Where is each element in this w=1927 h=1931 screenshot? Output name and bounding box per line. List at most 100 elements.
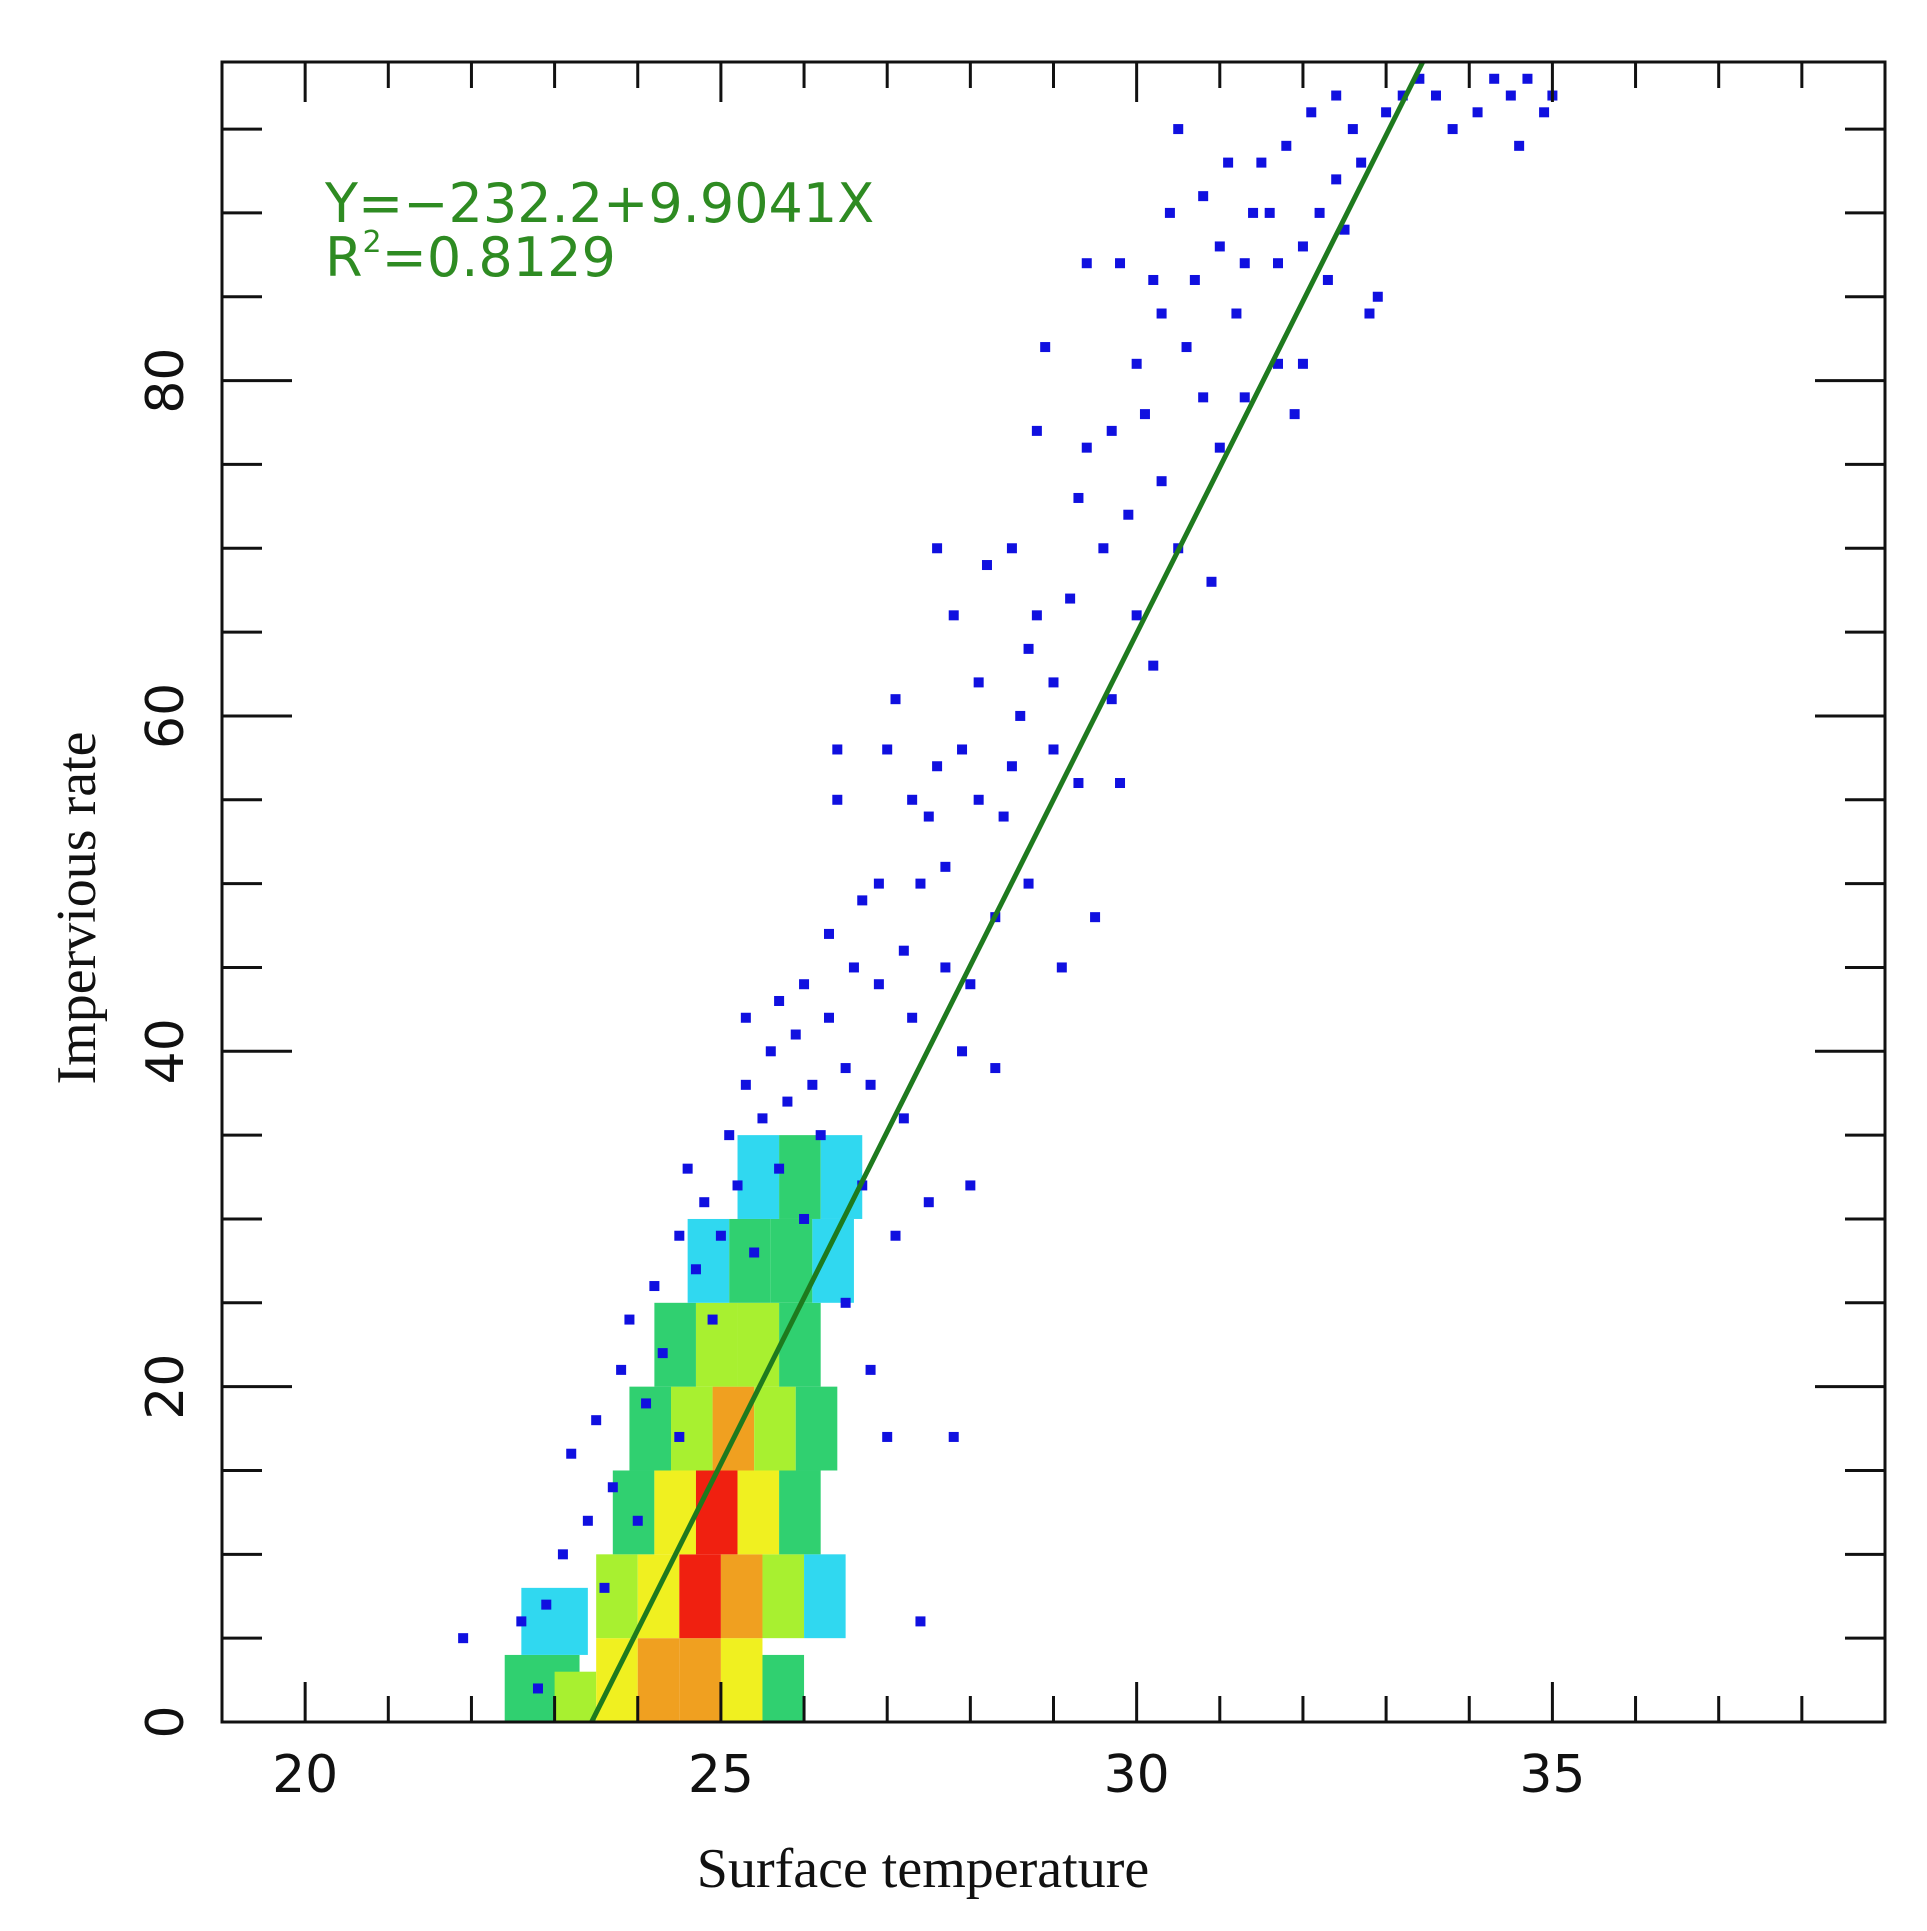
data-point <box>873 979 884 990</box>
data-point <box>516 1616 527 1627</box>
density-bin <box>770 1218 813 1303</box>
data-point <box>674 1230 685 1241</box>
data-point <box>1414 73 1425 84</box>
data-point <box>1131 358 1142 369</box>
data-point <box>915 1616 926 1627</box>
data-point <box>1356 157 1367 168</box>
data-point <box>790 1029 801 1040</box>
data-point <box>1073 778 1084 789</box>
plot-frame <box>220 60 1887 1724</box>
density-bin <box>779 1470 821 1555</box>
data-point <box>973 794 984 805</box>
data-point <box>757 1113 768 1124</box>
data-point <box>1115 778 1126 789</box>
data-point <box>1031 610 1042 621</box>
density-bin <box>679 1554 721 1639</box>
density-bin <box>679 1638 721 1722</box>
data-point <box>1273 358 1284 369</box>
data-point <box>649 1281 660 1292</box>
data-point <box>799 979 810 990</box>
density-bin <box>712 1386 755 1471</box>
data-point <box>1489 73 1500 84</box>
data-point <box>923 811 934 822</box>
data-point <box>657 1348 668 1359</box>
data-point <box>848 962 859 973</box>
data-point <box>1264 207 1275 218</box>
density-bin <box>795 1386 838 1471</box>
data-point <box>699 1197 710 1208</box>
density-bin <box>737 1470 780 1555</box>
y-tick-label: 0 <box>136 1705 196 1738</box>
data-point <box>707 1314 718 1325</box>
regression-equation: Y=−232.2+9.9041X <box>324 172 874 235</box>
data-point <box>923 1197 934 1208</box>
data-point <box>832 744 843 755</box>
data-point <box>1206 576 1217 587</box>
data-point <box>541 1599 552 1610</box>
data-point <box>990 1063 1001 1074</box>
data-point <box>641 1398 652 1409</box>
y-tick-label: 60 <box>136 683 196 749</box>
density-bin <box>720 1554 763 1639</box>
data-point <box>1381 107 1392 118</box>
density-bin <box>612 1470 655 1555</box>
data-point <box>774 1163 785 1174</box>
data-point <box>1056 962 1067 973</box>
data-point <box>1148 660 1159 671</box>
data-point <box>957 744 968 755</box>
data-point <box>1239 392 1250 403</box>
density-bin <box>762 1654 805 1722</box>
data-point <box>873 878 884 889</box>
y-tick-label: 40 <box>136 1018 196 1084</box>
data-point <box>1372 291 1383 302</box>
data-point <box>1214 442 1225 453</box>
data-point <box>1148 274 1159 285</box>
data-point <box>965 979 976 990</box>
density-bin <box>671 1386 713 1471</box>
density-bin <box>654 1470 696 1555</box>
data-point <box>1472 107 1483 118</box>
data-point <box>865 1079 876 1090</box>
data-point <box>915 878 926 889</box>
data-point <box>1189 274 1200 285</box>
density-bin <box>779 1135 821 1219</box>
data-point <box>1505 90 1516 101</box>
data-point <box>898 945 909 956</box>
data-point <box>715 1230 726 1241</box>
data-point <box>1198 392 1209 403</box>
density-bin <box>695 1470 738 1555</box>
data-point <box>1347 124 1358 135</box>
x-tick-label: 35 <box>1519 1745 1585 1805</box>
data-point <box>807 1079 818 1090</box>
points-layer <box>458 73 1558 1694</box>
data-point <box>749 1247 760 1258</box>
data-point <box>1015 710 1026 721</box>
data-point <box>532 1683 543 1694</box>
data-point <box>948 610 959 621</box>
regression-line <box>589 62 1425 1722</box>
density-bin <box>729 1218 771 1303</box>
density-bin <box>637 1638 680 1722</box>
data-point <box>1131 610 1142 621</box>
data-point <box>1023 878 1034 889</box>
data-point <box>1173 124 1184 135</box>
data-point <box>682 1163 693 1174</box>
density-bin <box>820 1135 863 1219</box>
x-axis-title: Surface temperature <box>697 1838 1149 1900</box>
tick-labels-layer: 20 25 30 35 0 20 40 60 80 <box>136 347 1585 1805</box>
data-point <box>840 1063 851 1074</box>
ticks-layer <box>220 62 1887 1724</box>
data-point <box>582 1515 593 1526</box>
data-point <box>1239 258 1250 269</box>
data-point <box>765 1046 776 1057</box>
data-point <box>607 1482 618 1493</box>
data-point <box>957 1046 968 1057</box>
data-point <box>1331 174 1342 185</box>
data-point <box>1006 543 1017 554</box>
data-point <box>799 1213 810 1224</box>
data-point <box>1273 258 1284 269</box>
data-point <box>1289 409 1300 420</box>
data-point <box>815 1130 826 1141</box>
data-point <box>998 811 1009 822</box>
data-point <box>1098 543 1109 554</box>
